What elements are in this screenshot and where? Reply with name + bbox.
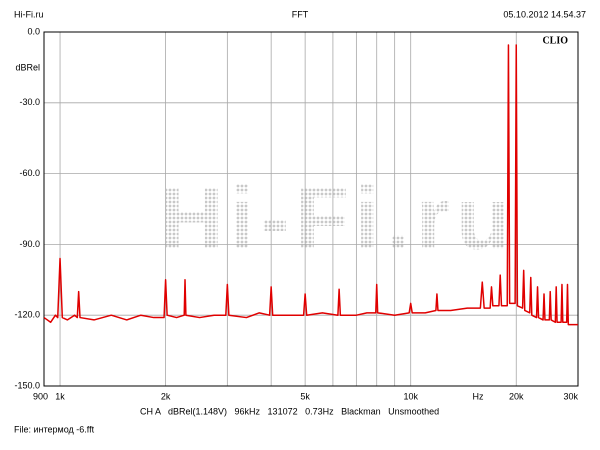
header-left: Hi-Fi.ru (14, 9, 44, 19)
y-tick-label: -150.0 (14, 380, 40, 390)
info: CH A dBRel(1.148V) 96kHz 131072 0.73Hz B… (140, 406, 439, 416)
watermark: Hi-Fi.ru (160, 168, 516, 267)
x-tick-label: 10k (403, 391, 418, 401)
y-tick-label: -60.0 (19, 168, 40, 178)
plot-frame (43, 31, 579, 387)
y-tick-label: -30.0 (19, 97, 40, 107)
x-tick-label: 20k (509, 391, 524, 401)
y-axis-label: dBRel (15, 62, 40, 72)
y-tick-label: -90.0 (19, 239, 40, 249)
x-axis-label: Hz (473, 391, 484, 401)
x-tick-label: 900 (33, 391, 48, 401)
x-tick-label: 1k (55, 391, 65, 401)
spectrum-line (43, 44, 578, 326)
x-tick-label: 2k (161, 391, 171, 401)
header-right: 05.10.2012 14.54.37 (503, 9, 586, 19)
brand: CLIO (542, 35, 568, 46)
chart-title: FFT (292, 9, 309, 19)
x-tick-label: 5k (300, 391, 310, 401)
y-tick-label: -120.0 (14, 310, 40, 320)
x-tick-label: 30k (563, 391, 578, 401)
y-tick-label: 0.0 (27, 26, 40, 36)
file-name: File: интермод -6.fft (14, 424, 95, 434)
